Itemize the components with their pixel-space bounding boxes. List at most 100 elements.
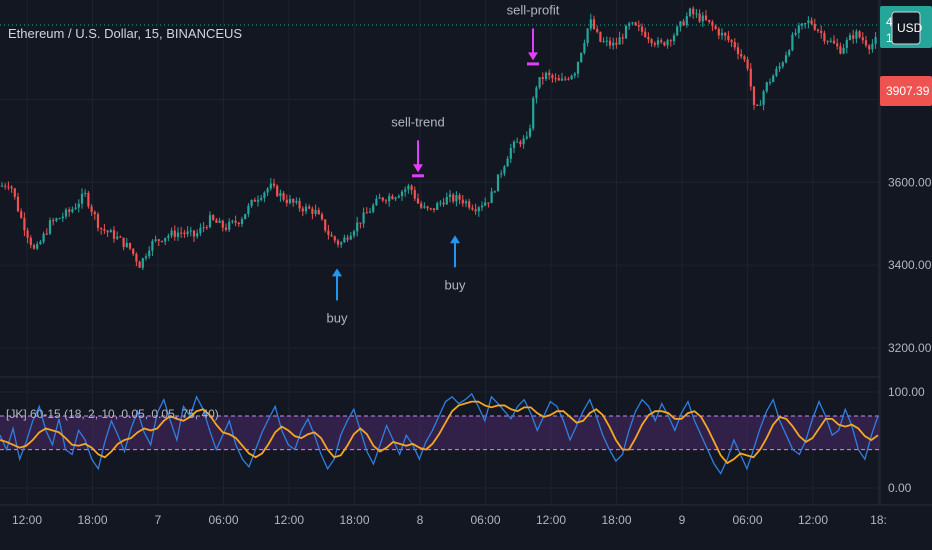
candle-body — [87, 192, 90, 207]
candle-body — [314, 209, 317, 214]
candle-body — [224, 227, 228, 230]
candle-body — [560, 78, 564, 81]
candle-body — [132, 248, 135, 254]
candle-body — [736, 47, 740, 55]
candle-body — [836, 43, 839, 47]
candle-body — [775, 68, 778, 76]
candle-body — [164, 237, 167, 242]
candle-body — [231, 220, 234, 222]
time-axis-labels[interactable]: 12:00 18:00 7 06:00 12:00 18:00 8 06:00 12:00 18:… — [12, 513, 887, 527]
currency-button[interactable]: USD — [891, 11, 923, 45]
price-axis[interactable] — [880, 0, 932, 505]
candle-body — [650, 39, 653, 44]
candle-body — [813, 23, 816, 30]
candle-body — [71, 209, 74, 212]
indicator-tick-label: 100.00 — [888, 385, 925, 399]
candle-body — [202, 227, 205, 229]
candle-body — [42, 233, 45, 242]
candle-body — [842, 47, 845, 54]
candle-body — [381, 197, 384, 201]
candle-body — [471, 207, 474, 210]
candle-body — [855, 31, 858, 39]
candle-body — [218, 220, 221, 223]
candle-body — [660, 40, 663, 43]
candle-body — [295, 200, 298, 203]
candle-body — [861, 37, 864, 41]
candle-body — [698, 13, 701, 22]
candle-body — [756, 104, 759, 106]
candle-body — [378, 197, 381, 199]
candle-body — [848, 35, 852, 41]
candle-body — [13, 188, 16, 197]
time-tick-label: 06:00 — [470, 513, 500, 527]
candle-body — [349, 235, 352, 240]
candle-body — [368, 211, 372, 213]
candle-body — [141, 258, 144, 268]
candle-body — [48, 220, 52, 234]
candle-body — [592, 19, 596, 29]
candle-body — [874, 36, 877, 44]
buy-label: buy — [445, 277, 466, 292]
candle-body — [714, 26, 717, 29]
candle-body — [832, 40, 836, 44]
candle-body — [55, 218, 58, 221]
candle-body — [183, 232, 186, 234]
candle-body — [778, 66, 781, 69]
sell-marker — [527, 62, 539, 66]
candle-body — [704, 15, 708, 20]
candle-body — [845, 40, 848, 48]
candle-body — [516, 141, 519, 143]
candle-body — [858, 31, 861, 38]
candle-body — [260, 198, 263, 200]
candle-body — [794, 32, 797, 35]
candle-body — [167, 235, 170, 238]
candle-body — [308, 206, 311, 209]
indicator-fast-line — [0, 392, 879, 475]
candle-body — [234, 220, 237, 223]
candle-body — [583, 42, 586, 53]
candle-body — [512, 141, 516, 148]
candle-body — [103, 229, 106, 231]
candle-body — [77, 203, 80, 208]
candle-body — [288, 198, 292, 203]
candle-body — [768, 82, 772, 84]
candle-body — [96, 214, 100, 228]
candle-body — [7, 186, 10, 188]
candle-body — [522, 138, 525, 145]
candle-body — [685, 16, 688, 26]
candle-body — [464, 201, 468, 204]
candle-body — [452, 194, 455, 202]
candle-body — [480, 205, 484, 208]
candle-body — [816, 29, 820, 31]
time-tick-label: 18:00 — [601, 513, 631, 527]
candle-body — [375, 198, 378, 206]
time-tick-label: 8 — [417, 513, 424, 527]
candle-body — [279, 193, 282, 197]
candle-body — [864, 40, 868, 46]
time-tick-label: 12:00 — [536, 513, 566, 527]
candle-body — [461, 199, 464, 204]
candle-body — [151, 240, 154, 251]
indicator-label[interactable]: [JK] 60-15 (18, 2, 10, 0.05, 0.05, 75, 4… — [6, 407, 219, 421]
candle-body — [304, 206, 308, 212]
candle-body — [826, 41, 829, 43]
candle-body — [74, 207, 77, 210]
candle-body — [138, 261, 141, 268]
candle-body — [628, 23, 631, 26]
candle-body — [221, 220, 224, 228]
candle-body — [292, 198, 295, 203]
candle-body — [781, 62, 784, 67]
candle-body — [455, 195, 458, 202]
candle-body — [228, 221, 231, 230]
sell-arrow-head — [528, 52, 538, 61]
candle-body — [215, 219, 218, 223]
candle-body — [570, 75, 573, 80]
candle-body — [343, 237, 346, 243]
candle-body — [810, 20, 813, 24]
candle-body — [551, 75, 554, 79]
candle-body — [631, 22, 634, 24]
candle-body — [90, 206, 93, 212]
candle-body — [749, 68, 752, 87]
candle-body — [160, 240, 164, 242]
